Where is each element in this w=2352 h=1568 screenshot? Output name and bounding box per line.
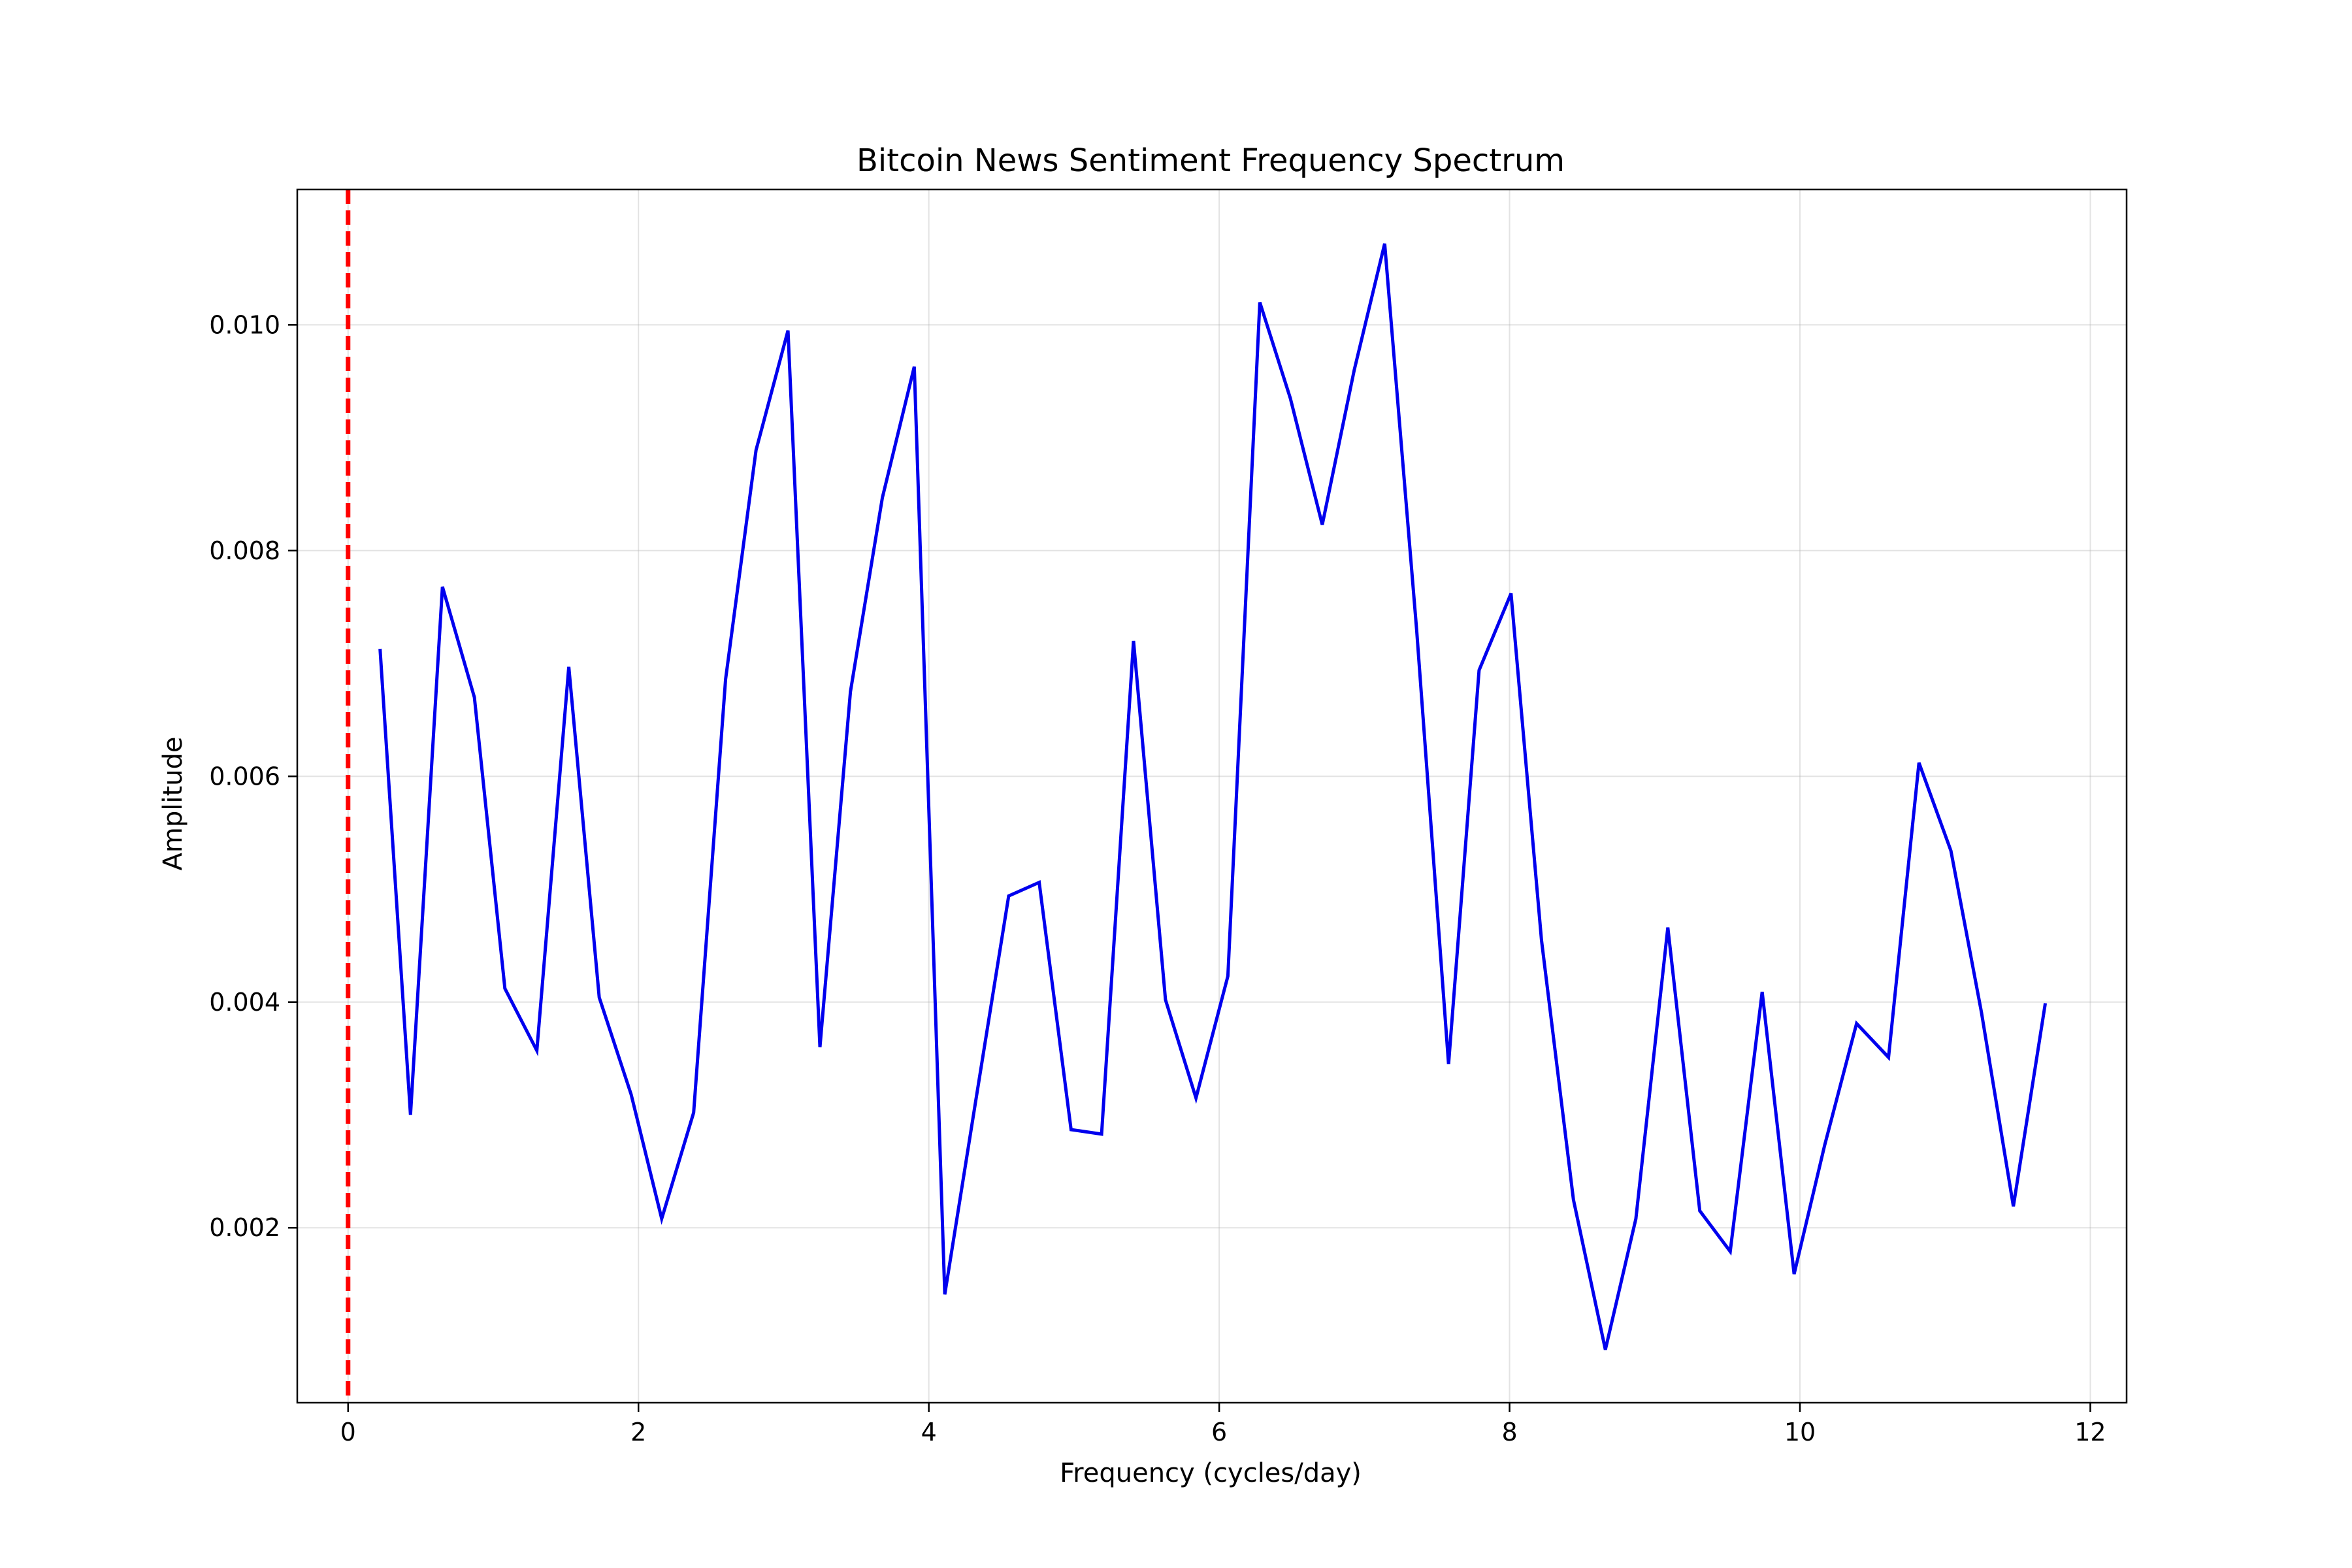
x-axis: 0 2 4 6 8 10 12 bbox=[340, 1403, 2106, 1446]
x-tick-label: 10 bbox=[1784, 1418, 1816, 1446]
y-tick-label: 0.006 bbox=[209, 762, 280, 791]
grid bbox=[297, 189, 2127, 1403]
y-tick-label: 0.010 bbox=[209, 310, 280, 339]
x-axis-label: Frequency (cycles/day) bbox=[1060, 1458, 1362, 1488]
series-group bbox=[378, 243, 2048, 1350]
x-tick-label: 12 bbox=[2074, 1418, 2106, 1446]
x-tick-label: 6 bbox=[1211, 1418, 1227, 1446]
chart-title: Bitcoin News Sentiment Frequency Spectru… bbox=[857, 142, 1565, 179]
y-tick-label: 0.008 bbox=[209, 536, 280, 565]
x-tick-label: 2 bbox=[630, 1418, 646, 1446]
y-tick-label: 0.002 bbox=[209, 1213, 280, 1242]
x-tick-label: 4 bbox=[921, 1418, 937, 1446]
x-tick-label: 0 bbox=[340, 1418, 356, 1446]
y-axis: 0.002 0.004 0.006 0.008 0.010 bbox=[209, 310, 297, 1242]
y-tick-label: 0.004 bbox=[209, 988, 280, 1017]
plot-frame bbox=[296, 188, 2128, 1404]
spectrum-series-line bbox=[378, 243, 2048, 1350]
x-tick-label: 8 bbox=[1501, 1418, 1517, 1446]
y-axis-label: Amplitude bbox=[158, 737, 188, 871]
